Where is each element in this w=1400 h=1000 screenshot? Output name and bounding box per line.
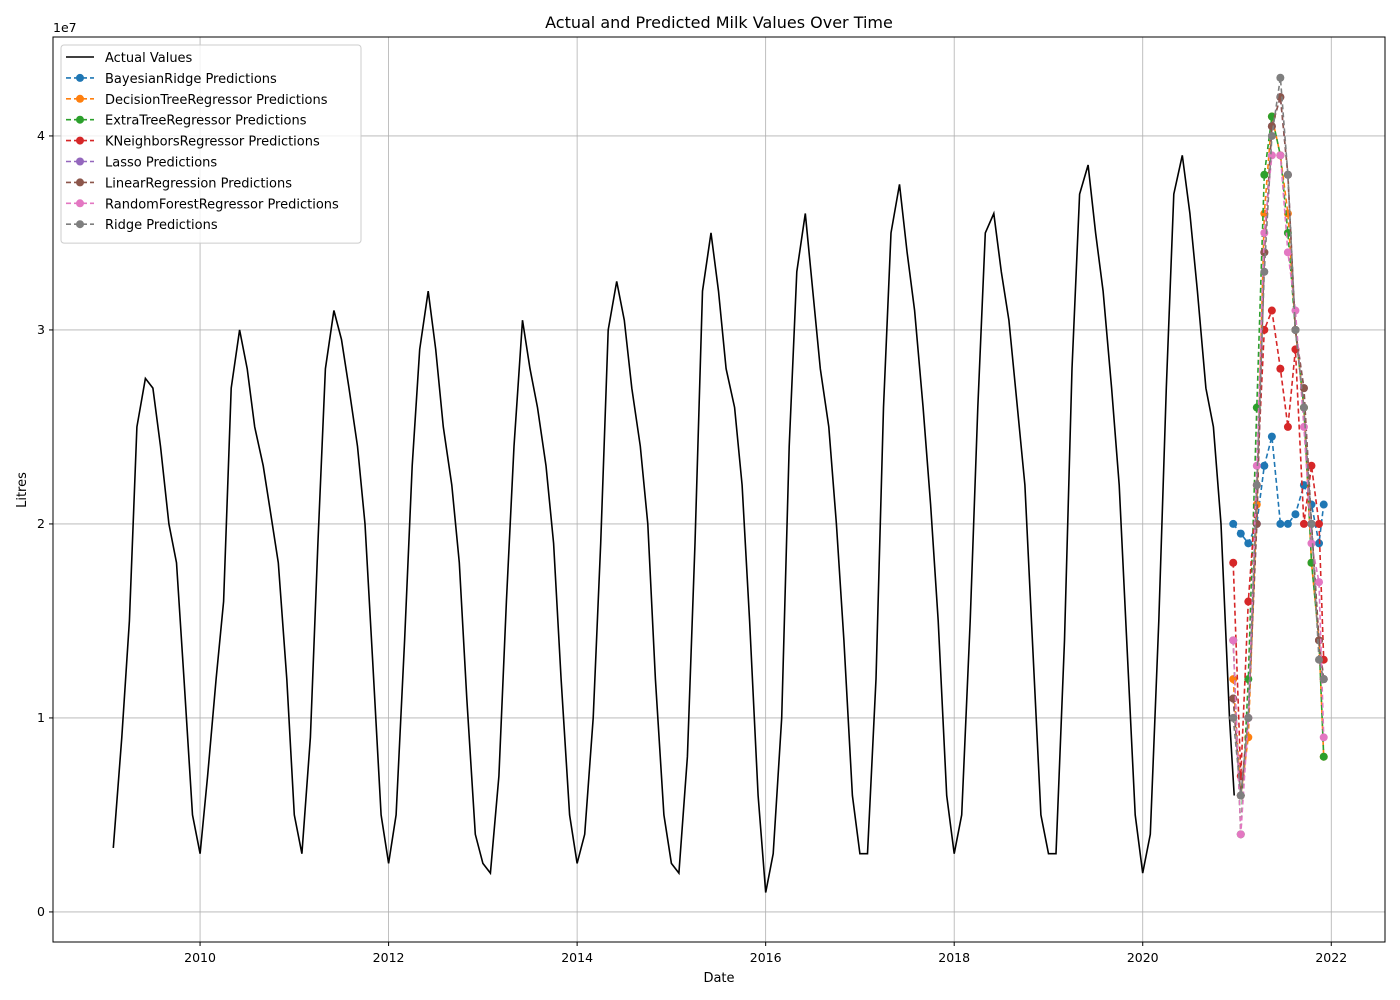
legend-marker (76, 157, 84, 166)
y-tick-label: 1 (37, 710, 45, 725)
x-tick-label: 2018 (938, 950, 970, 965)
y-tick-label: 4 (37, 128, 45, 143)
legend-marker (76, 115, 84, 124)
y-axis-label: Litres (15, 472, 30, 508)
point (1307, 539, 1316, 548)
y-tick-label: 2 (37, 516, 45, 531)
legend-label: Actual Values (105, 51, 193, 66)
point (1283, 248, 1292, 257)
point (1291, 510, 1300, 519)
point (1260, 170, 1269, 179)
point (1307, 461, 1316, 470)
point (1315, 655, 1324, 664)
point (1260, 267, 1269, 276)
point (1319, 500, 1328, 509)
point (1260, 461, 1269, 470)
point (1267, 432, 1276, 441)
point (1267, 122, 1276, 131)
x-axis-label: Date (703, 971, 734, 986)
x-tick-label: 2020 (1127, 950, 1159, 965)
y-offset-label: 1e7 (53, 20, 77, 35)
point (1291, 306, 1300, 315)
legend-label: ExtraTreeRegressor Predictions (105, 114, 307, 129)
legend-label: DecisionTreeRegressor Predictions (105, 93, 328, 108)
x-tick-label: 2016 (750, 950, 782, 965)
y-tick-label: 0 (37, 904, 45, 919)
point (1267, 151, 1276, 160)
series-line (1232, 96, 1325, 796)
point (1244, 597, 1253, 606)
point (1244, 539, 1253, 548)
point (1276, 364, 1285, 373)
legend-marker (76, 178, 84, 187)
point (1229, 519, 1238, 528)
chart-title: Actual and Predicted Milk Values Over Ti… (545, 13, 893, 32)
point (1236, 529, 1245, 538)
x-tick-label: 2022 (1315, 950, 1347, 965)
legend-label: KNeighborsRegressor Predictions (105, 135, 320, 150)
point (1315, 578, 1324, 587)
point (1252, 519, 1261, 528)
point (1319, 733, 1328, 742)
point (1229, 636, 1238, 645)
legend-marker (76, 73, 84, 82)
point (1236, 791, 1245, 800)
legend-marker (76, 220, 84, 229)
legend-box (60, 44, 362, 244)
legend-label: Lasso Predictions (105, 156, 217, 171)
point (1252, 481, 1261, 490)
point (1267, 131, 1276, 140)
legend-label: RandomForestRegressor Predictions (105, 197, 339, 212)
point (1283, 422, 1292, 431)
point (1283, 519, 1292, 528)
legend-marker (76, 136, 84, 145)
legend-label: BayesianRidge Predictions (105, 72, 277, 87)
point (1283, 170, 1292, 179)
point (1299, 422, 1308, 431)
legend-label: Ridge Predictions (105, 218, 218, 233)
legend: Actual Values BayesianRidge Predictions De… (60, 44, 362, 244)
point (1244, 713, 1253, 722)
series-line (1232, 116, 1325, 796)
x-tick-label: 2012 (373, 950, 405, 965)
point (1229, 675, 1238, 684)
point (1319, 675, 1328, 684)
point (1299, 403, 1308, 412)
point (1276, 73, 1285, 82)
point (1307, 519, 1316, 528)
series-line (1232, 96, 1325, 796)
plot-area (112, 73, 1328, 893)
point (1315, 636, 1324, 645)
series-line (112, 155, 1235, 893)
series-line (1232, 77, 1325, 796)
point (1236, 830, 1245, 839)
axes-frame (52, 36, 1386, 943)
point (1229, 713, 1238, 722)
legend-marker (76, 94, 84, 103)
point (1276, 519, 1285, 528)
point (1291, 325, 1300, 334)
point (1319, 752, 1328, 761)
legend-label: LinearRegression Predictions (105, 176, 292, 191)
point (1229, 558, 1238, 567)
y-tick-label: 3 (37, 322, 45, 337)
legend-marker (76, 199, 84, 208)
point (1276, 151, 1285, 160)
point (1267, 306, 1276, 315)
x-tick-label: 2010 (184, 950, 216, 965)
point (1299, 519, 1308, 528)
x-tick-label: 2014 (561, 950, 593, 965)
point (1315, 519, 1324, 528)
